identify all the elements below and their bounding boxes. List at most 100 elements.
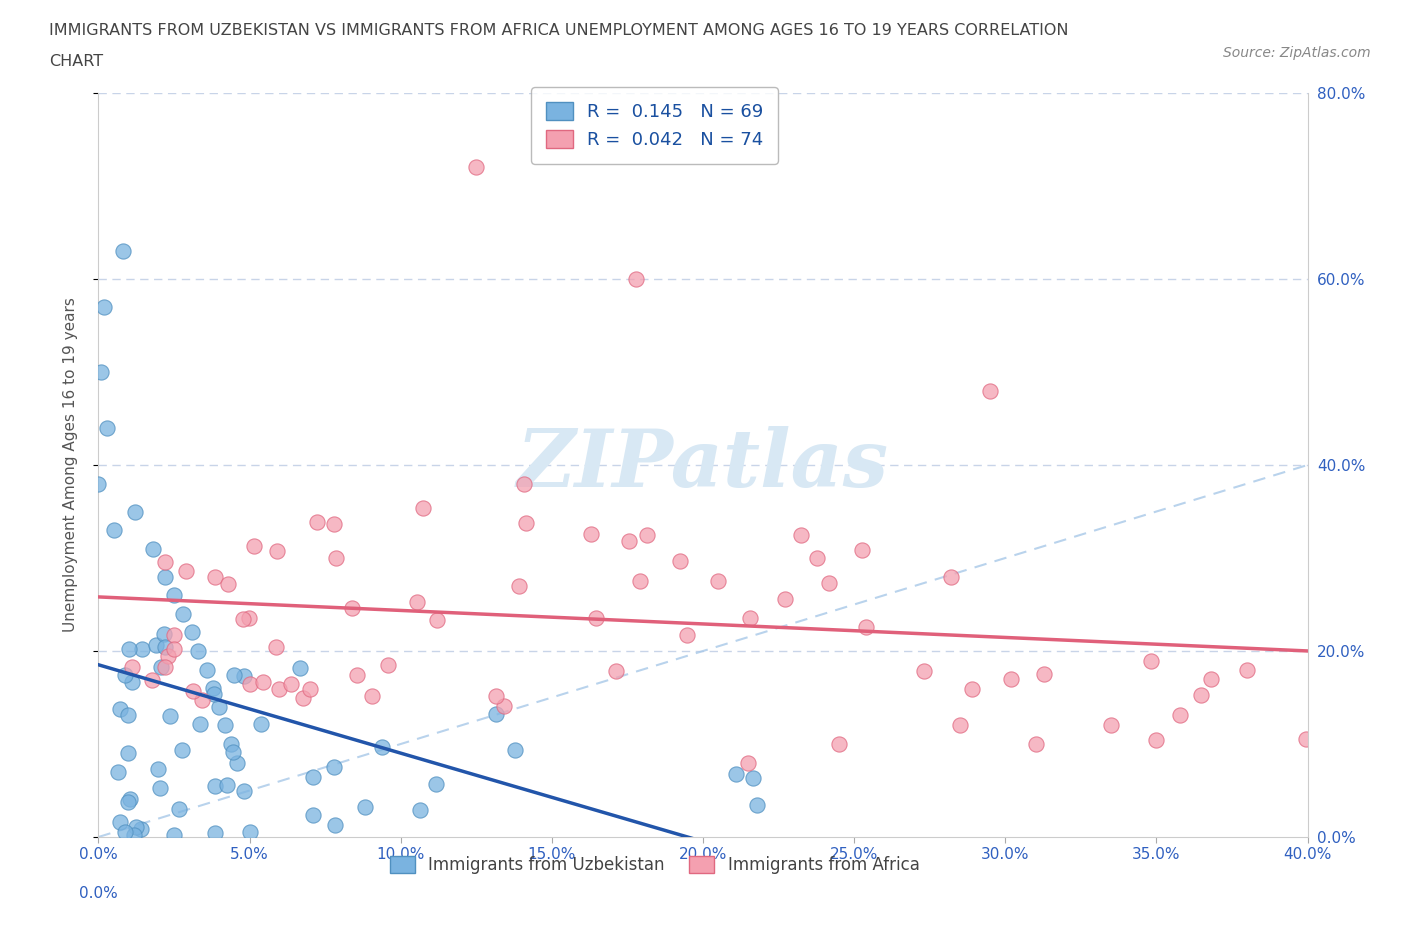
Point: [204, 779, 226, 794]
Point: [87, 476, 110, 491]
Point: [120, 791, 142, 806]
Point: [360, 689, 382, 704]
Point: [90, 365, 112, 379]
Text: Source: ZipAtlas.com: Source: ZipAtlas.com: [1223, 46, 1371, 60]
Point: [354, 799, 377, 814]
Point: [426, 613, 449, 628]
Point: [217, 778, 239, 793]
Point: [305, 514, 328, 529]
Point: [1199, 671, 1222, 686]
Point: [325, 551, 347, 565]
Point: [252, 674, 274, 689]
Point: [465, 160, 488, 175]
Point: [789, 527, 811, 542]
Point: [626, 272, 648, 286]
Point: [288, 660, 311, 675]
Point: [264, 640, 287, 655]
Point: [163, 628, 186, 643]
Point: [724, 766, 747, 781]
Point: [707, 573, 730, 588]
Point: [226, 755, 249, 770]
Point: [232, 669, 254, 684]
Point: [425, 777, 447, 791]
Point: [619, 533, 641, 548]
Point: [159, 709, 181, 724]
Point: [114, 668, 136, 683]
Text: ZIPatlas: ZIPatlas: [517, 426, 889, 504]
Point: [131, 642, 153, 657]
Point: [153, 640, 176, 655]
Point: [340, 600, 363, 615]
Point: [208, 699, 231, 714]
Point: [172, 606, 194, 621]
Point: [122, 828, 145, 843]
Point: [108, 815, 131, 830]
Point: [828, 737, 851, 751]
Point: [322, 516, 344, 531]
Point: [249, 717, 271, 732]
Point: [239, 825, 262, 840]
Point: [266, 543, 288, 558]
Point: [301, 807, 323, 822]
Point: [1236, 663, 1258, 678]
Point: [110, 702, 132, 717]
Point: [221, 744, 243, 759]
Point: [117, 708, 139, 723]
Point: [232, 612, 254, 627]
Point: [125, 819, 148, 834]
Point: [217, 577, 239, 591]
Point: [214, 718, 236, 733]
Point: [280, 676, 302, 691]
Point: [1139, 654, 1161, 669]
Legend: Immigrants from Uzbekistan, Immigrants from Africa: Immigrants from Uzbekistan, Immigrants f…: [382, 849, 927, 881]
Point: [242, 538, 264, 553]
Point: [153, 627, 176, 642]
Point: [960, 682, 983, 697]
Point: [117, 746, 139, 761]
Point: [149, 780, 172, 795]
Point: [291, 690, 314, 705]
Point: [513, 476, 536, 491]
Point: [129, 821, 152, 836]
Point: [949, 718, 972, 733]
Point: [851, 543, 873, 558]
Text: IMMIGRANTS FROM UZBEKISTAN VS IMMIGRANTS FROM AFRICA UNEMPLOYMENT AMONG AGES 16 : IMMIGRANTS FROM UZBEKISTAN VS IMMIGRANTS…: [49, 23, 1069, 38]
Point: [1168, 707, 1191, 722]
Point: [141, 673, 163, 688]
Point: [124, 504, 146, 519]
Point: [508, 579, 530, 594]
Point: [412, 500, 434, 515]
Point: [103, 523, 125, 538]
Point: [121, 675, 143, 690]
Point: [114, 824, 136, 839]
Point: [239, 677, 262, 692]
Point: [222, 667, 245, 682]
Point: [636, 527, 658, 542]
Point: [167, 802, 190, 817]
Point: [1032, 667, 1054, 682]
Point: [742, 770, 765, 785]
Point: [221, 737, 243, 751]
Point: [204, 825, 226, 840]
Point: [191, 692, 214, 707]
Point: [188, 716, 211, 731]
Point: [738, 610, 761, 625]
Point: [153, 554, 176, 569]
Point: [806, 551, 828, 565]
Point: [232, 783, 254, 798]
Point: [325, 817, 347, 832]
Point: [302, 769, 325, 784]
Point: [737, 755, 759, 770]
Point: [156, 649, 179, 664]
Point: [146, 762, 169, 777]
Point: [153, 659, 176, 674]
Point: [1099, 718, 1122, 733]
Point: [494, 698, 516, 713]
Point: [745, 797, 768, 812]
Point: [485, 706, 508, 721]
Point: [675, 628, 697, 643]
Point: [409, 803, 432, 817]
Point: [142, 541, 165, 556]
Y-axis label: Unemployment Among Ages 16 to 19 years: Unemployment Among Ages 16 to 19 years: [63, 298, 77, 632]
Point: [174, 564, 197, 578]
